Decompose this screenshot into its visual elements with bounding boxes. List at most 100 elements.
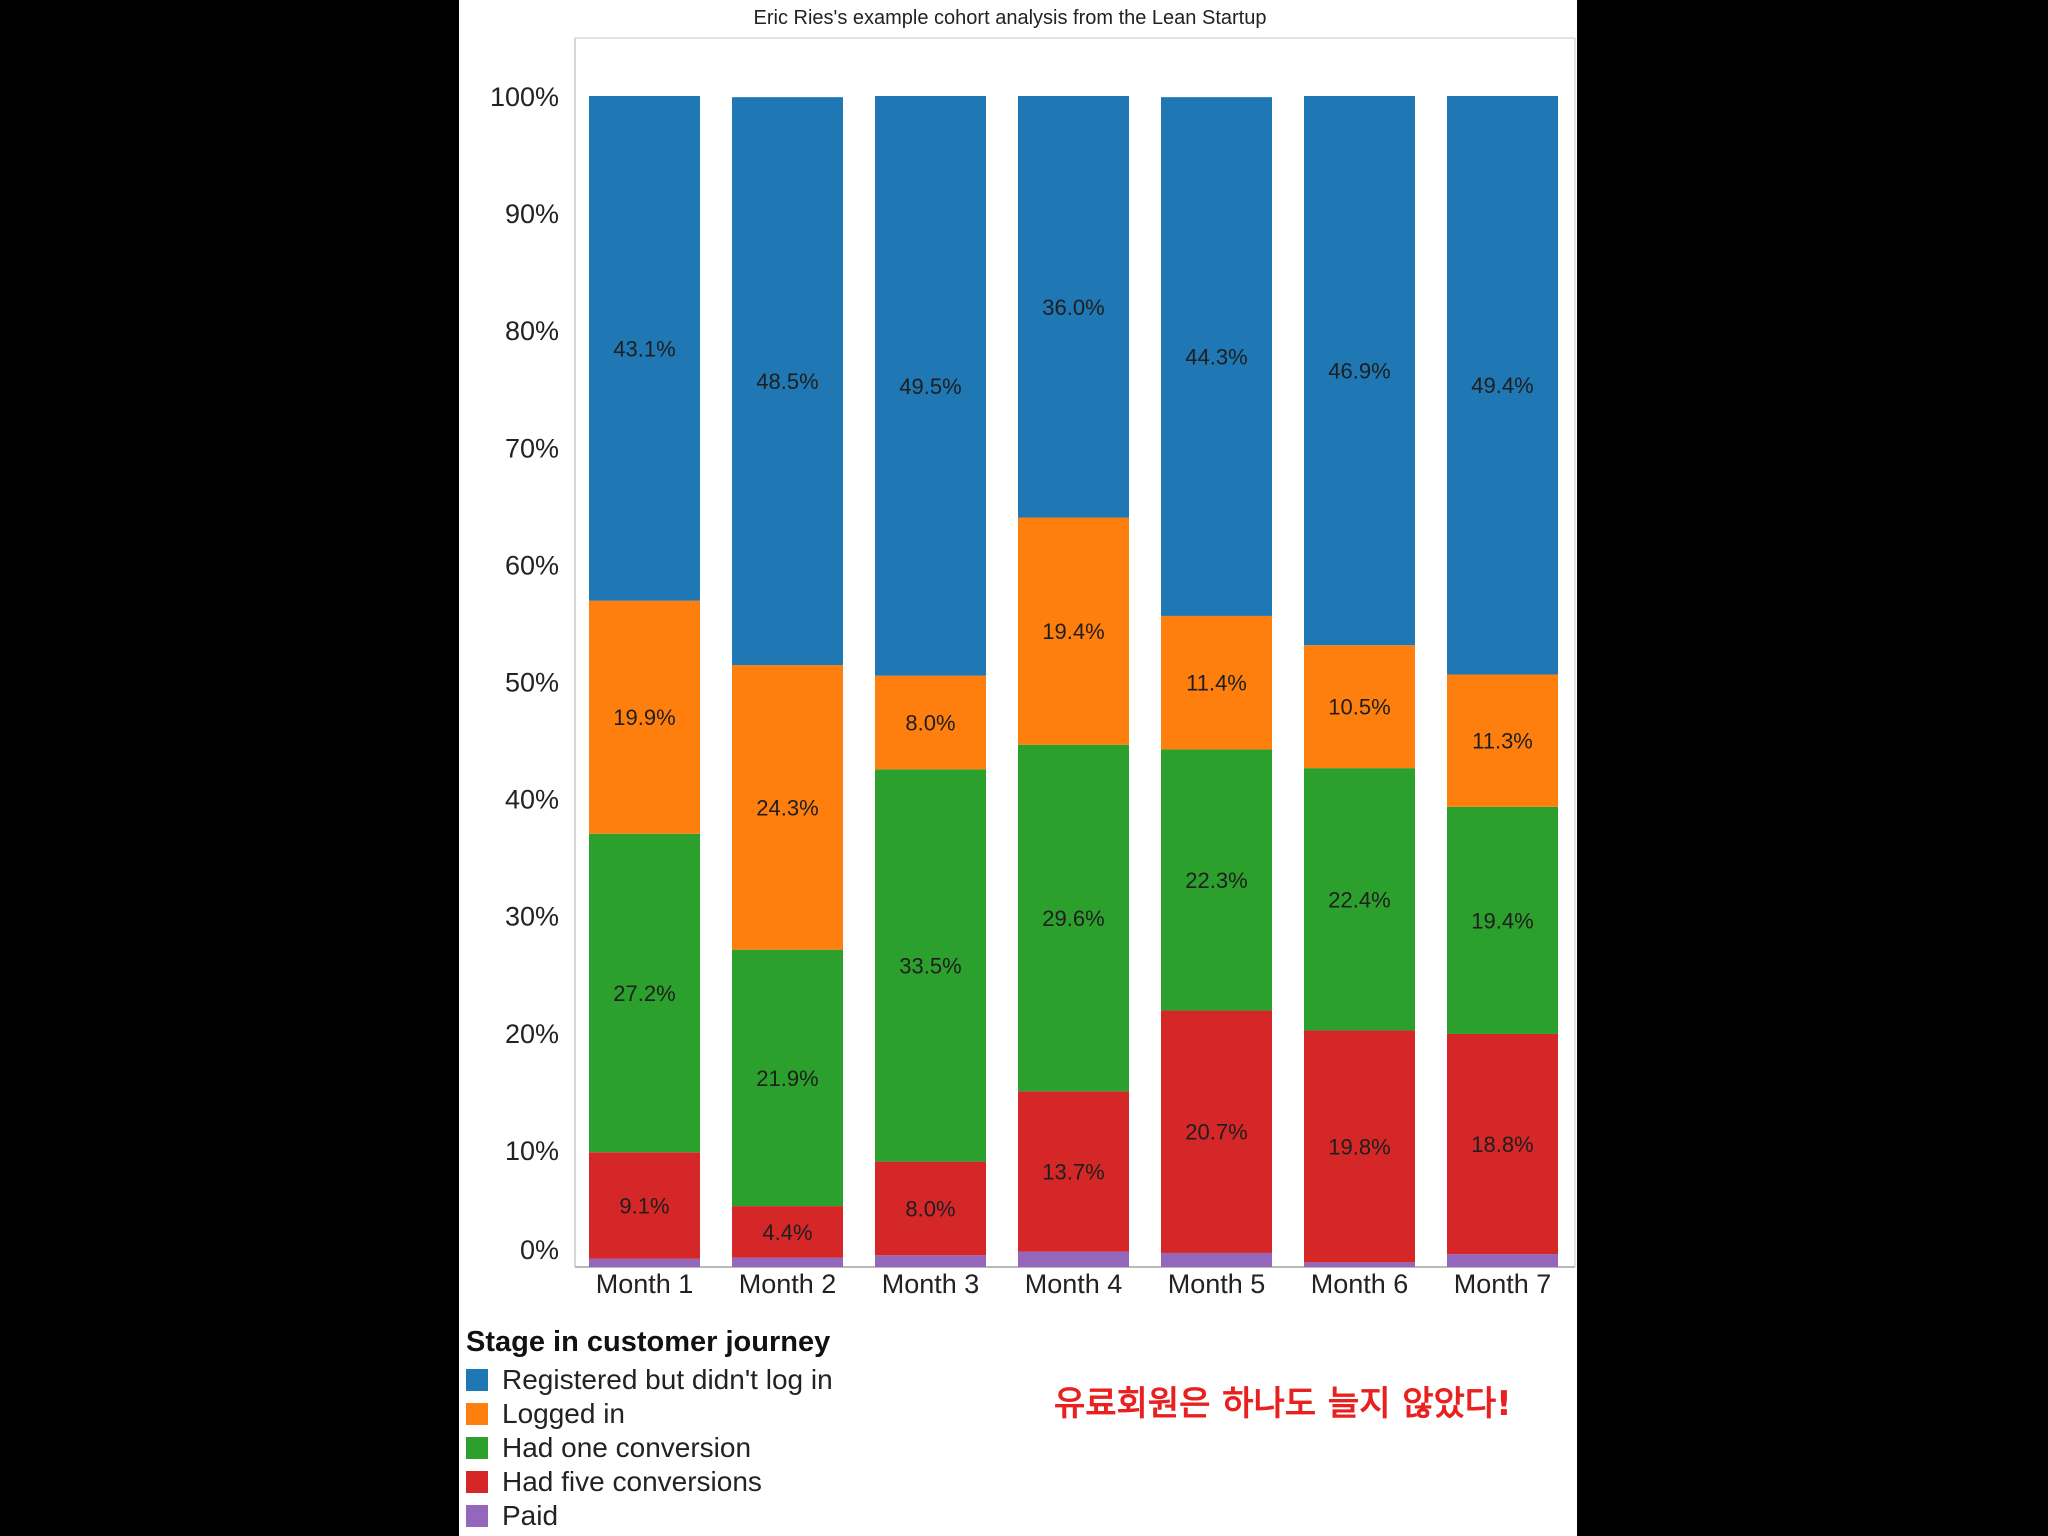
legend-item: Logged in: [466, 1397, 1026, 1431]
chart-title: Eric Ries's example cohort analysis from…: [754, 7, 1267, 29]
bar-segment: [589, 1258, 700, 1267]
legend-label: Registered but didn't log in: [502, 1364, 833, 1395]
bar-segment: [1447, 96, 1558, 675]
cohort-chart: Eric Ries's example cohort analysis from…: [490, 7, 1576, 1299]
bar-segment: [1018, 96, 1129, 518]
bar-segment: [1018, 1091, 1129, 1252]
segment-value-label: 9.1%: [619, 1194, 669, 1219]
bar-segment: [875, 769, 986, 1162]
bar-segment: [875, 1161, 986, 1256]
bar-segment: [1304, 1262, 1415, 1267]
annotation-text: 유료회원은 하나도 늘지 않았다!: [1054, 1384, 1512, 1424]
bar-segment: [1161, 1010, 1272, 1253]
segment-value-label: 4.4%: [762, 1220, 812, 1245]
y-tick-label: 0%: [520, 1235, 559, 1265]
bar-segment: [732, 949, 843, 1207]
segment-value-label: 13.7%: [1042, 1160, 1104, 1185]
segment-value-label: 8.0%: [905, 710, 955, 735]
segment-value-label: 24.3%: [756, 795, 818, 820]
legend-swatch: [466, 1369, 488, 1391]
y-tick-label: 80%: [505, 316, 559, 346]
segment-value-label: 29.6%: [1042, 906, 1104, 931]
y-tick-label: 70%: [505, 433, 559, 463]
bar-segment: [589, 833, 700, 1153]
legend-label: Had one conversion: [502, 1432, 752, 1463]
segment-value-label: 19.9%: [613, 705, 675, 730]
bar-segment: [875, 1255, 986, 1267]
y-tick-label: 10%: [505, 1136, 559, 1166]
x-tick-label: Month 6: [1311, 1269, 1409, 1299]
x-tick-label: Month 4: [1025, 1269, 1123, 1299]
x-tick-label: Month 7: [1454, 1269, 1552, 1299]
y-tick-label: 30%: [505, 902, 559, 932]
bar-segment: [1304, 1030, 1415, 1263]
y-tick-label: 20%: [505, 1019, 559, 1049]
segment-value-label: 18.8%: [1471, 1132, 1533, 1157]
y-tick-label: 90%: [505, 199, 559, 229]
bar-segment: [1447, 674, 1558, 807]
segment-value-label: 46.9%: [1328, 359, 1390, 384]
legend-swatch: [466, 1471, 488, 1493]
bar-segment: [1161, 1252, 1272, 1267]
segment-value-label: 49.5%: [899, 374, 961, 399]
bar-segment: [1447, 1254, 1558, 1267]
bar-segment: [732, 665, 843, 950]
x-tick-label: Month 5: [1168, 1269, 1266, 1299]
segment-value-label: 21.9%: [756, 1066, 818, 1091]
segment-value-label: 8.0%: [905, 1196, 955, 1221]
bar-segment: [1304, 96, 1415, 646]
segment-value-label: 49.4%: [1471, 373, 1533, 398]
segment-value-label: 20.7%: [1185, 1120, 1247, 1145]
bar-segment: [875, 675, 986, 770]
bar-segment: [732, 1257, 843, 1267]
segment-value-label: 36.0%: [1042, 295, 1104, 320]
segment-value-label: 11.3%: [1472, 729, 1533, 754]
segment-value-label: 33.5%: [899, 953, 961, 978]
legend-swatch: [466, 1505, 488, 1527]
segment-value-label: 44.3%: [1185, 345, 1247, 370]
legend-item: Had five conversions: [466, 1465, 1026, 1499]
legend-item: Registered but didn't log in: [466, 1363, 1026, 1397]
segment-value-label: 19.8%: [1328, 1134, 1390, 1159]
legend-item: Paid: [466, 1499, 1026, 1533]
bar-segment: [1304, 768, 1415, 1031]
y-tick-label: 60%: [505, 550, 559, 580]
bar-segment: [732, 1206, 843, 1258]
legend: Stage in customer journey Registered but…: [466, 1326, 1026, 1533]
bar-segment: [875, 96, 986, 676]
legend-label: Paid: [502, 1500, 559, 1531]
chart-panel: Eric Ries's example cohort analysis from…: [459, 0, 1577, 1536]
segment-value-label: 10.5%: [1328, 695, 1390, 720]
bar-segment: [1304, 645, 1415, 769]
segment-value-label: 19.4%: [1471, 908, 1533, 933]
legend-swatch: [466, 1437, 488, 1459]
segment-value-label: 48.5%: [756, 369, 818, 394]
x-tick-label: Month 3: [882, 1269, 980, 1299]
y-tick-label: 100%: [490, 82, 559, 112]
x-tick-label: Month 2: [739, 1269, 837, 1299]
legend-label: Had five conversions: [502, 1466, 762, 1497]
bar-segment: [1018, 744, 1129, 1092]
bar-segment: [1018, 1251, 1129, 1267]
segment-value-label: 43.1%: [613, 336, 675, 361]
segment-value-label: 22.3%: [1185, 868, 1247, 893]
bar-segment: [1018, 517, 1129, 745]
segment-value-label: 27.2%: [613, 981, 675, 1006]
y-tick-label: 40%: [505, 785, 559, 815]
plot-area: 0% 10% 20% 30% 40% 50% 60% 70% 80% 90% 100% 9.1% 27.…: [490, 37, 1576, 1299]
bar-segment: [589, 1152, 700, 1259]
segment-value-label: 22.4%: [1328, 887, 1390, 912]
bar-segment: [589, 600, 700, 834]
segment-value-label: 19.4%: [1042, 619, 1104, 644]
y-tick-label: 50%: [505, 668, 559, 698]
x-tick-label: Month 1: [596, 1269, 694, 1299]
legend-title: Stage in customer journey: [466, 1326, 831, 1358]
legend-swatch: [466, 1403, 488, 1425]
bar-segment: [732, 97, 843, 666]
legend-item: Had one conversion: [466, 1431, 1026, 1465]
bar-segment: [1447, 806, 1558, 1034]
bar-segment: [1161, 97, 1272, 616]
segment-value-label: 11.4%: [1186, 671, 1247, 696]
legend-items: Registered but didn't log in Logged in Had…: [466, 1363, 1026, 1533]
bar-segment: [1161, 749, 1272, 1011]
